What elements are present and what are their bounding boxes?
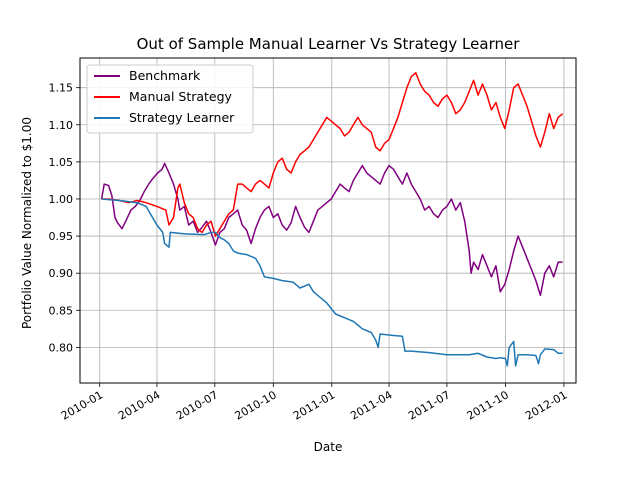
y-tick-label: 1.15 bbox=[49, 82, 74, 95]
legend: Benchmark Manual Strategy Strategy Learner bbox=[86, 64, 254, 134]
y-axis-label: Portfolio Value Normalized to $1.00 bbox=[20, 117, 34, 329]
y-tick-label: 0.95 bbox=[49, 230, 74, 243]
plot-frame bbox=[79, 57, 577, 384]
series-line-benchmark bbox=[100, 162, 563, 297]
y-tick-label: 0.80 bbox=[49, 341, 74, 354]
y-tick-label: 1.05 bbox=[49, 156, 74, 169]
legend-box bbox=[86, 64, 254, 134]
chart-title: Out of Sample Manual Learner Vs Strategy… bbox=[137, 35, 521, 53]
series-line-manual-strategy bbox=[101, 72, 564, 237]
y-tick-label: 1.00 bbox=[49, 193, 74, 206]
series-line-strategy-learner bbox=[101, 198, 563, 367]
y-tick-label: 0.85 bbox=[49, 304, 74, 317]
legend-label: Manual Strategy bbox=[129, 89, 233, 104]
y-tick-label: 1.10 bbox=[49, 119, 74, 132]
legend-label: Strategy Learner bbox=[129, 110, 235, 125]
x-axis-label: Date bbox=[314, 440, 343, 454]
legend-label: Benchmark bbox=[129, 68, 201, 83]
series-group bbox=[100, 72, 564, 367]
y-tick-label: 0.90 bbox=[49, 267, 74, 280]
